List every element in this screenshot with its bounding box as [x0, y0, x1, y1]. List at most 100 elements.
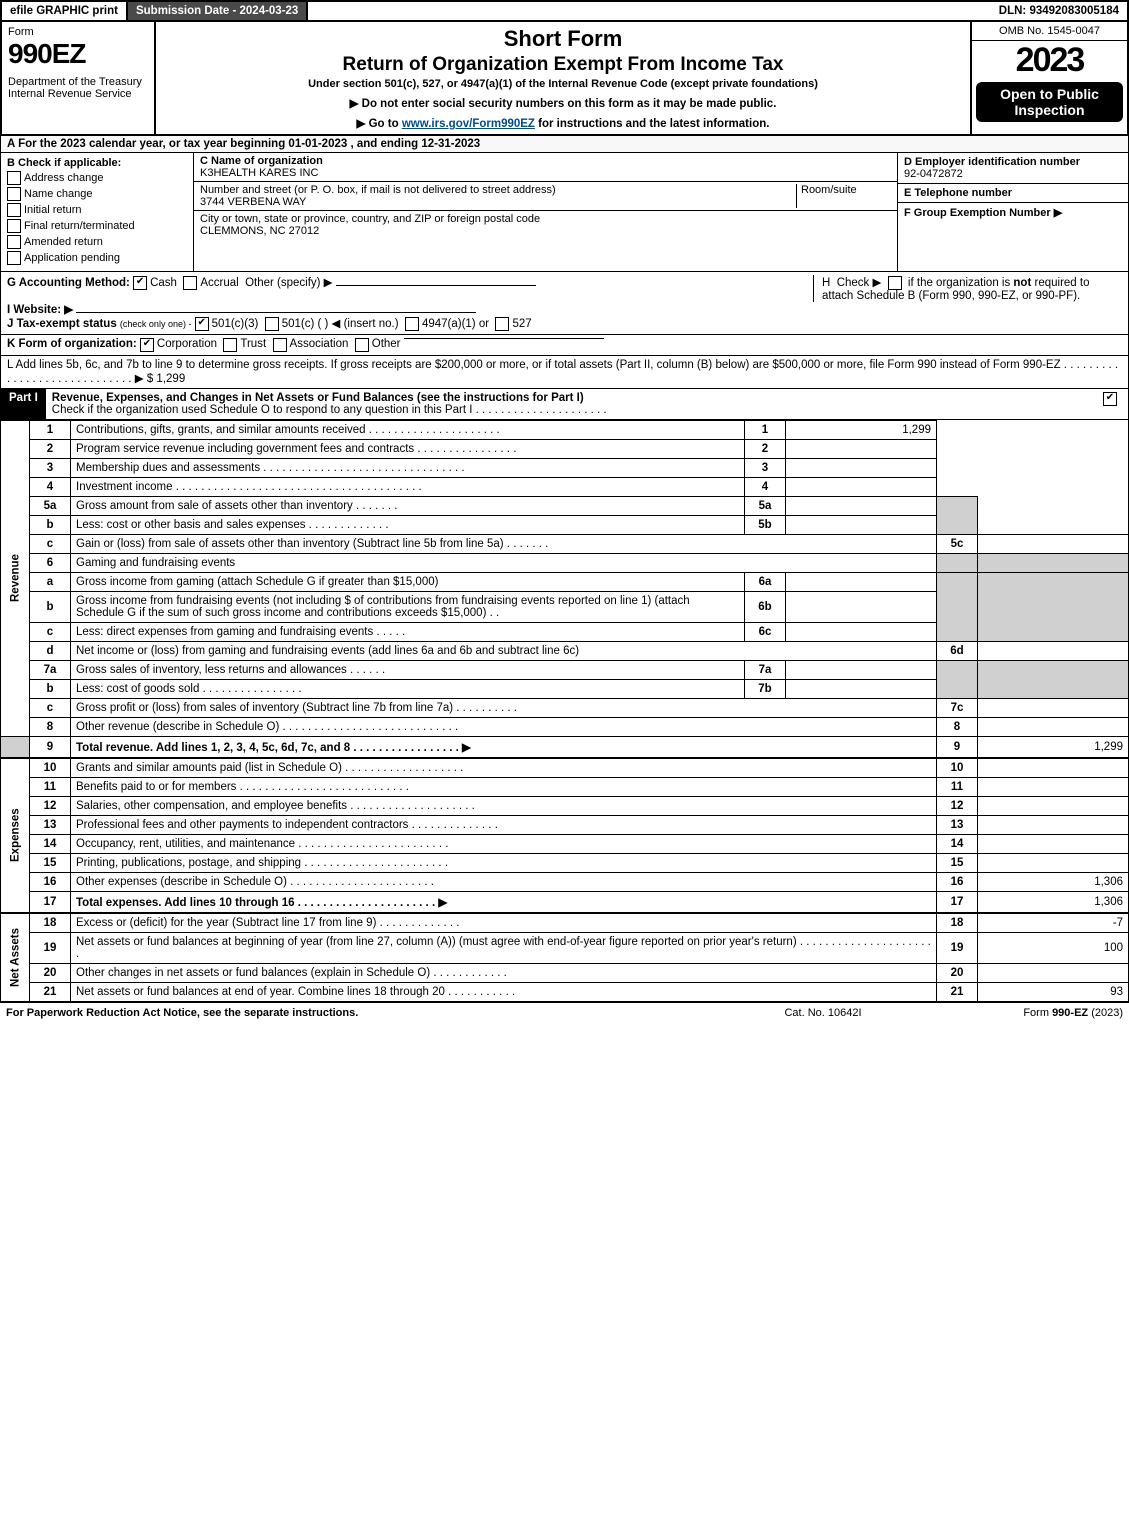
line-10: Expenses 10Grants and similar amounts pa…: [1, 758, 1129, 777]
k-label: K Form of organization:: [7, 338, 137, 350]
omb-label: OMB No. 1545-0047: [972, 22, 1127, 41]
cb-address-change[interactable]: Address change: [7, 171, 187, 185]
open-public-badge: Open to Public Inspection: [976, 82, 1123, 122]
dept-label: Department of the Treasury: [8, 76, 148, 88]
g-label: G Accounting Method:: [7, 277, 130, 289]
form-ref: Form 990-EZ (2023): [923, 1007, 1123, 1019]
c-name-block: C Name of organization K3HEALTH KARES IN…: [194, 153, 897, 182]
city-label: City or town, state or province, country…: [200, 213, 540, 225]
line-2: 2Program service revenue including gover…: [1, 439, 1129, 458]
line-7c: cGross profit or (loss) from sales of in…: [1, 698, 1129, 717]
info-grid: B Check if applicable: Address change Na…: [0, 153, 1129, 272]
k-corp: Corporation: [157, 338, 217, 350]
cb-assoc[interactable]: [273, 338, 287, 352]
cat-no: Cat. No. 10642I: [723, 1007, 923, 1019]
line-1: Revenue 1Contributions, gifts, grants, a…: [1, 420, 1129, 439]
j-sub: (check only one) -: [120, 319, 192, 329]
line-11: 11Benefits paid to or for members . . . …: [1, 777, 1129, 796]
c-street-block: Number and street (or P. O. box, if mail…: [194, 182, 897, 211]
line-4: 4Investment income . . . . . . . . . . .…: [1, 477, 1129, 496]
website-input[interactable]: [76, 312, 476, 313]
line-8: 8Other revenue (describe in Schedule O) …: [1, 717, 1129, 736]
org-name: K3HEALTH KARES INC: [200, 167, 318, 179]
cb-corp[interactable]: [140, 338, 154, 352]
j-4947: 4947(a)(1) or: [422, 318, 489, 330]
main-title: Return of Organization Exempt From Incom…: [164, 54, 962, 76]
g-other: Other (specify) ▶: [245, 277, 332, 289]
submission-date-button[interactable]: Submission Date - 2024-03-23: [128, 2, 308, 20]
cb-cash[interactable]: [133, 276, 147, 290]
h-block: H Check ▶ if the organization is not req…: [813, 275, 1122, 302]
line-19: 19Net assets or fund balances at beginni…: [1, 932, 1129, 963]
cb-501c[interactable]: [265, 317, 279, 331]
netassets-table: Net Assets 18Excess or (deficit) for the…: [0, 913, 1129, 1002]
cb-amended-return[interactable]: Amended return: [7, 235, 187, 249]
line-6a: aGross income from gaming (attach Schedu…: [1, 572, 1129, 591]
i-label: I Website: ▶: [7, 304, 73, 316]
city-value: CLEMMONS, NC 27012: [200, 225, 319, 237]
street-label: Number and street (or P. O. box, if mail…: [200, 184, 556, 196]
line-16: 16Other expenses (describe in Schedule O…: [1, 872, 1129, 891]
irs-link[interactable]: www.irs.gov/Form990EZ: [402, 118, 535, 130]
part-1-check-line: Check if the organization used Schedule …: [52, 404, 607, 416]
row-k: K Form of organization: Corporation Trus…: [0, 335, 1129, 356]
d-block: D Employer identification number 92-0472…: [898, 153, 1128, 184]
f-label: F Group Exemption Number ▶: [904, 207, 1062, 219]
part-1-label: Part I: [1, 389, 46, 419]
cb-4947[interactable]: [405, 317, 419, 331]
form-word: Form: [8, 26, 148, 38]
irs-label: Internal Revenue Service: [8, 88, 148, 100]
line-9: 9Total revenue. Add lines 1, 2, 3, 4, 5c…: [1, 736, 1129, 757]
g-block: G Accounting Method: Cash Accrual Other …: [7, 275, 805, 331]
line-15: 15Printing, publications, postage, and s…: [1, 853, 1129, 872]
cb-schedule-b[interactable]: [888, 276, 902, 290]
line-18: Net Assets 18Excess or (deficit) for the…: [1, 913, 1129, 932]
j-501c: 501(c) ( ) ◀ (insert no.): [282, 318, 399, 330]
k-trust: Trust: [240, 338, 266, 350]
k-other-input[interactable]: [404, 338, 604, 339]
part-1-header: Part I Revenue, Expenses, and Changes in…: [0, 389, 1129, 420]
j-label: J Tax-exempt status: [7, 318, 117, 330]
c-city-block: City or town, state or province, country…: [194, 211, 897, 239]
cb-other-org[interactable]: [355, 338, 369, 352]
note-ssn: ▶ Do not enter social security numbers o…: [164, 96, 962, 110]
line-12: 12Salaries, other compensation, and empl…: [1, 796, 1129, 815]
section-a: A For the 2023 calendar year, or tax yea…: [0, 136, 1129, 153]
line-3: 3Membership dues and assessments . . . .…: [1, 458, 1129, 477]
efile-print-button[interactable]: efile GRAPHIC print: [2, 2, 128, 20]
h-text: H Check ▶ if the organization is not req…: [822, 277, 1089, 302]
g-accrual: Accrual: [200, 277, 238, 289]
cb-527[interactable]: [495, 317, 509, 331]
cb-initial-return[interactable]: Initial return: [7, 203, 187, 217]
g-other-input[interactable]: [336, 285, 536, 286]
form-number: 990EZ: [8, 38, 148, 70]
cb-accrual[interactable]: [183, 276, 197, 290]
c-label: C Name of organization: [200, 155, 323, 167]
note2-post: for instructions and the latest informat…: [535, 118, 770, 130]
ein-value: 92-0472872: [904, 168, 963, 180]
col-c: C Name of organization K3HEALTH KARES IN…: [194, 153, 897, 271]
room-suite-label: Room/suite: [796, 184, 891, 208]
d-label: D Employer identification number: [904, 156, 1080, 168]
street-value: 3744 VERBENA WAY: [200, 196, 306, 208]
line-6d: dNet income or (loss) from gaming and fu…: [1, 641, 1129, 660]
k-assoc: Association: [290, 338, 349, 350]
line-14: 14Occupancy, rent, utilities, and mainte…: [1, 834, 1129, 853]
e-label: E Telephone number: [904, 187, 1012, 199]
line-6: 6Gaming and fundraising events: [1, 553, 1129, 572]
part-1-title: Revenue, Expenses, and Changes in Net As…: [46, 389, 1095, 419]
side-netassets: Net Assets: [1, 913, 30, 1001]
cb-final-return[interactable]: Final return/terminated: [7, 219, 187, 233]
j-501c3: 501(c)(3): [212, 318, 259, 330]
cb-501c3[interactable]: [195, 317, 209, 331]
cb-application-pending[interactable]: Application pending: [7, 251, 187, 265]
cb-name-change[interactable]: Name change: [7, 187, 187, 201]
row-gh: G Accounting Method: Cash Accrual Other …: [0, 272, 1129, 335]
part-1-schedule-o-check[interactable]: [1095, 389, 1128, 419]
line-5c: cGain or (loss) from sale of assets othe…: [1, 534, 1129, 553]
line-21: 21Net assets or fund balances at end of …: [1, 982, 1129, 1001]
short-form-title: Short Form: [164, 26, 962, 52]
line-17: 17Total expenses. Add lines 10 through 1…: [1, 891, 1129, 912]
cb-trust[interactable]: [223, 338, 237, 352]
j-527: 527: [512, 318, 531, 330]
